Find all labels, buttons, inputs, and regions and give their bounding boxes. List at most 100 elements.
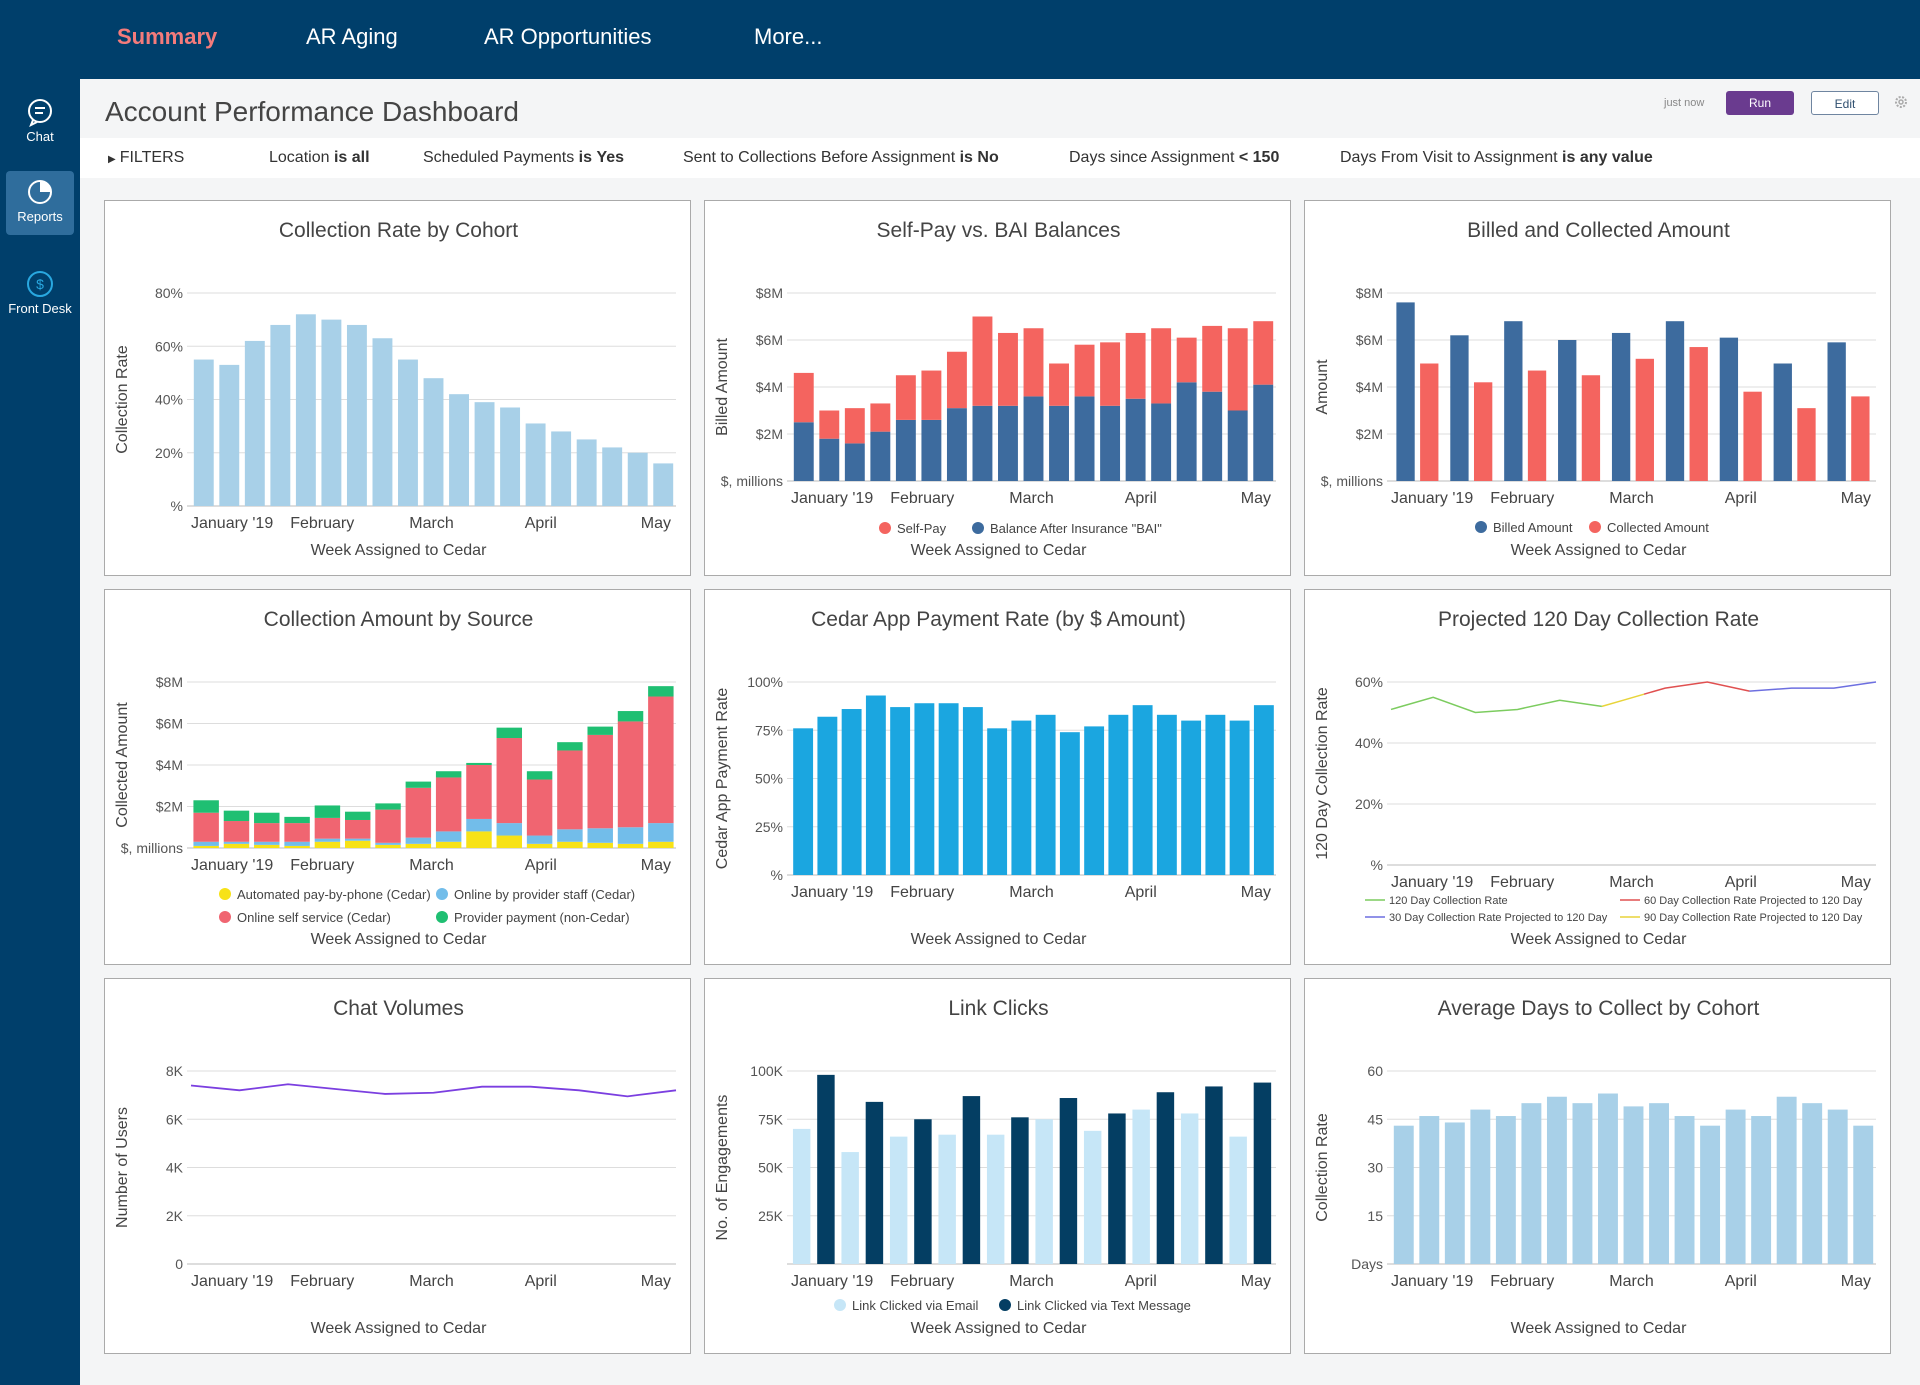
filter-op: is — [959, 149, 973, 166]
sidebar-item-front-desk[interactable]: $ Front Desk — [6, 263, 74, 327]
filter-scheduled-payments[interactable]: Scheduled Payments is Yes — [423, 149, 624, 167]
bar-non-cedar — [617, 711, 644, 722]
bar — [1084, 726, 1105, 875]
filter-days-since-assignment[interactable]: Days since Assignment < 150 — [1069, 149, 1279, 167]
y-axis-label: Collection Rate — [1314, 1113, 1331, 1222]
chart-panel-cedar-app-payment-rate[interactable]: Cedar App Payment Rate (by $ Amount)% 25%… — [704, 589, 1291, 965]
y-tick-label: 4K — [166, 1160, 184, 1176]
tab-ar-opportunities[interactable]: AR Opportunities — [484, 24, 652, 49]
bar-pay-by-phone — [284, 845, 310, 848]
y-tick-label: 80% — [155, 285, 183, 301]
bar-non-cedar — [557, 742, 583, 751]
legend-label: Collected Amount — [1607, 520, 1709, 535]
chart-title: Collection Amount by Source — [264, 608, 534, 631]
x-tick-label: February — [1490, 874, 1554, 891]
y-tick-label: 0 — [175, 1256, 183, 1272]
chart-panel-link-clicks[interactable]: Link Clicks 25K 50K 75K 100K No. of Engagemen… — [704, 978, 1291, 1354]
bar-self-service — [344, 819, 371, 839]
bar-provider-staff — [375, 842, 401, 845]
edit-button[interactable]: Edit — [1811, 91, 1879, 115]
legend-label: Provider payment (non-Cedar) — [454, 910, 630, 925]
bar-self-pay — [972, 316, 993, 406]
tab-ar-aging[interactable]: AR Aging — [306, 24, 398, 49]
bar-provider-staff — [223, 841, 250, 844]
sidebar-item-label: Reports — [17, 209, 63, 224]
x-axis-label: Week Assigned to Cedar — [311, 931, 487, 948]
x-tick-label: March — [1609, 1273, 1653, 1290]
chart-panel-projected-120-day-rate[interactable]: Projected 120 Day Collection Rate% 20% 40%… — [1304, 589, 1891, 965]
chart-panel-average-days-to-collect[interactable]: Average Days to Collect by Cohort Days 15 3… — [1304, 978, 1891, 1354]
filters-toggle[interactable]: ▶ FILTERS — [108, 149, 184, 167]
filter-name: Days From Visit to Assignment — [1340, 149, 1558, 166]
bar — [423, 378, 444, 506]
tab-summary[interactable]: Summary — [117, 24, 218, 49]
sidebar-item-chat[interactable]: Chat — [6, 91, 74, 155]
chart-svg: Self-Pay vs. BAI Balances $, millions $2M $… — [714, 219, 1276, 559]
bar-bai — [921, 419, 942, 481]
run-button[interactable]: Run — [1726, 91, 1794, 115]
chart-panel-collection-rate-by-cohort[interactable]: Collection Rate by Cohort% 20% 40% 60% 80% Co… — [104, 200, 691, 576]
bar — [602, 447, 623, 506]
x-tick-label: May — [641, 1273, 671, 1290]
bar-bai — [870, 431, 891, 481]
y-axis-label: No. of Engagements — [714, 1095, 731, 1241]
x-tick-label: May — [1841, 490, 1871, 507]
bar-self-pay — [1023, 328, 1044, 397]
caret-right-icon: ▶ — [108, 154, 116, 165]
bar-text-message — [865, 1101, 884, 1264]
x-tick-label: January '19 — [791, 490, 873, 507]
chart-panel-collection-amount-by-source[interactable]: Collection Amount by Source $, millions $2… — [104, 589, 691, 965]
y-tick-label: 100K — [750, 1063, 783, 1079]
bar-bai — [844, 443, 865, 481]
bar — [793, 728, 814, 875]
y-tick-label: % — [771, 867, 783, 883]
bar-self-service — [587, 734, 613, 829]
bar-bai — [1151, 403, 1172, 481]
bar-self-pay — [870, 403, 891, 432]
bar-self-service — [193, 812, 219, 842]
y-tick-label: 2K — [166, 1208, 184, 1224]
chart-panel-chat-volumes[interactable]: Chat Volumes 0 2K 4K 6K 8K Number of Users Janu… — [104, 978, 691, 1354]
bar — [1156, 714, 1177, 875]
top-navigation: Summary AR Aging AR Opportunities More..… — [0, 0, 1920, 79]
y-tick-label: 6K — [166, 1111, 184, 1127]
legend-label: Self-Pay — [897, 521, 947, 536]
chart-svg: Collection Rate by Cohort% 20% 40% 60% 80% Co… — [114, 219, 676, 559]
bar — [1470, 1109, 1491, 1264]
filter-sent-to-collections[interactable]: Sent to Collections Before Assignment is… — [683, 149, 999, 167]
y-tick-label: $4M — [756, 379, 783, 395]
chart-title: Projected 120 Day Collection Rate — [1438, 608, 1759, 631]
y-tick-label: 30 — [1367, 1160, 1383, 1176]
y-tick-label: 60 — [1367, 1063, 1383, 1079]
chart-panel-self-pay-vs-bai[interactable]: Self-Pay vs. BAI Balances $, millions $2M $… — [704, 200, 1291, 576]
sidebar-item-reports[interactable]: Reports — [6, 171, 74, 235]
bar-pay-by-phone — [617, 843, 644, 848]
bar-non-cedar — [284, 816, 310, 824]
y-tick-label: $2M — [1356, 426, 1383, 442]
chart-panel-billed-and-collected[interactable]: Billed and Collected Amount $, millions $2… — [1304, 200, 1891, 576]
tab-more[interactable]: More... — [754, 24, 823, 49]
filter-days-from-visit[interactable]: Days From Visit to Assignment is any val… — [1340, 149, 1653, 167]
y-tick-label: 60% — [155, 338, 183, 354]
filter-location[interactable]: Location is all — [269, 149, 370, 167]
bar-email — [986, 1134, 1005, 1264]
bar — [1700, 1125, 1721, 1264]
bar-pay-by-phone — [648, 841, 674, 848]
bar-self-pay — [1227, 328, 1248, 411]
bar-bai — [895, 419, 916, 481]
x-tick-label: February — [890, 884, 954, 901]
bar-provider-staff — [557, 829, 583, 842]
bar — [1229, 720, 1250, 875]
gear-icon[interactable] — [1893, 94, 1909, 110]
bar — [193, 359, 214, 506]
bar-collected — [1473, 382, 1493, 481]
bar-text-message — [962, 1096, 981, 1264]
x-tick-label: April — [1725, 490, 1757, 507]
y-tick-label: $2M — [156, 799, 183, 815]
y-tick-label: 60% — [1355, 674, 1383, 690]
bar-billed — [1504, 321, 1523, 481]
page-title: Account Performance Dashboard — [105, 96, 519, 127]
y-tick-label: $, millions — [1321, 473, 1383, 489]
bar-text-message — [1156, 1092, 1175, 1264]
chart-svg: Billed and Collected Amount $, millions $2… — [1314, 219, 1876, 559]
